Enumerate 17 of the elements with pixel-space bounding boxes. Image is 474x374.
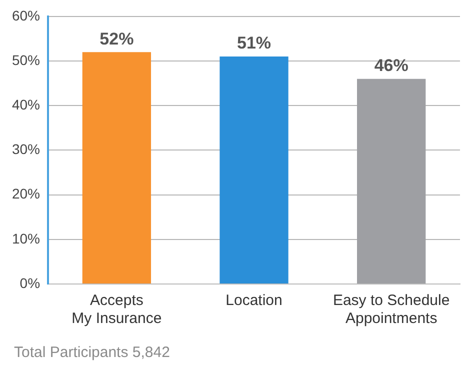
- text: Total Participants 5,842: [14, 344, 170, 361]
- y-tick-label: 30%: [12, 141, 40, 158]
- y-tick-label: 10%: [12, 230, 40, 246]
- bar: [82, 52, 152, 284]
- bar: [220, 56, 288, 284]
- y-tick-label: 50%: [12, 52, 40, 68]
- y-tick-label: 0%: [20, 274, 40, 291]
- bar: [357, 78, 426, 284]
- y-tick-label: 40%: [12, 96, 40, 112]
- y-tick-label: 60%: [12, 7, 40, 24]
- data-label: 51%: [236, 34, 272, 53]
- y-tick-label: 20%: [12, 186, 40, 202]
- x-tick-label: Accepts My Insurance: [72, 292, 162, 328]
- data-label: 52%: [100, 29, 134, 48]
- x-tick-label: Location: [226, 292, 282, 310]
- data-label: 46%: [374, 56, 408, 76]
- x-tick-label: Easy to Schedule Appointments: [332, 292, 450, 328]
